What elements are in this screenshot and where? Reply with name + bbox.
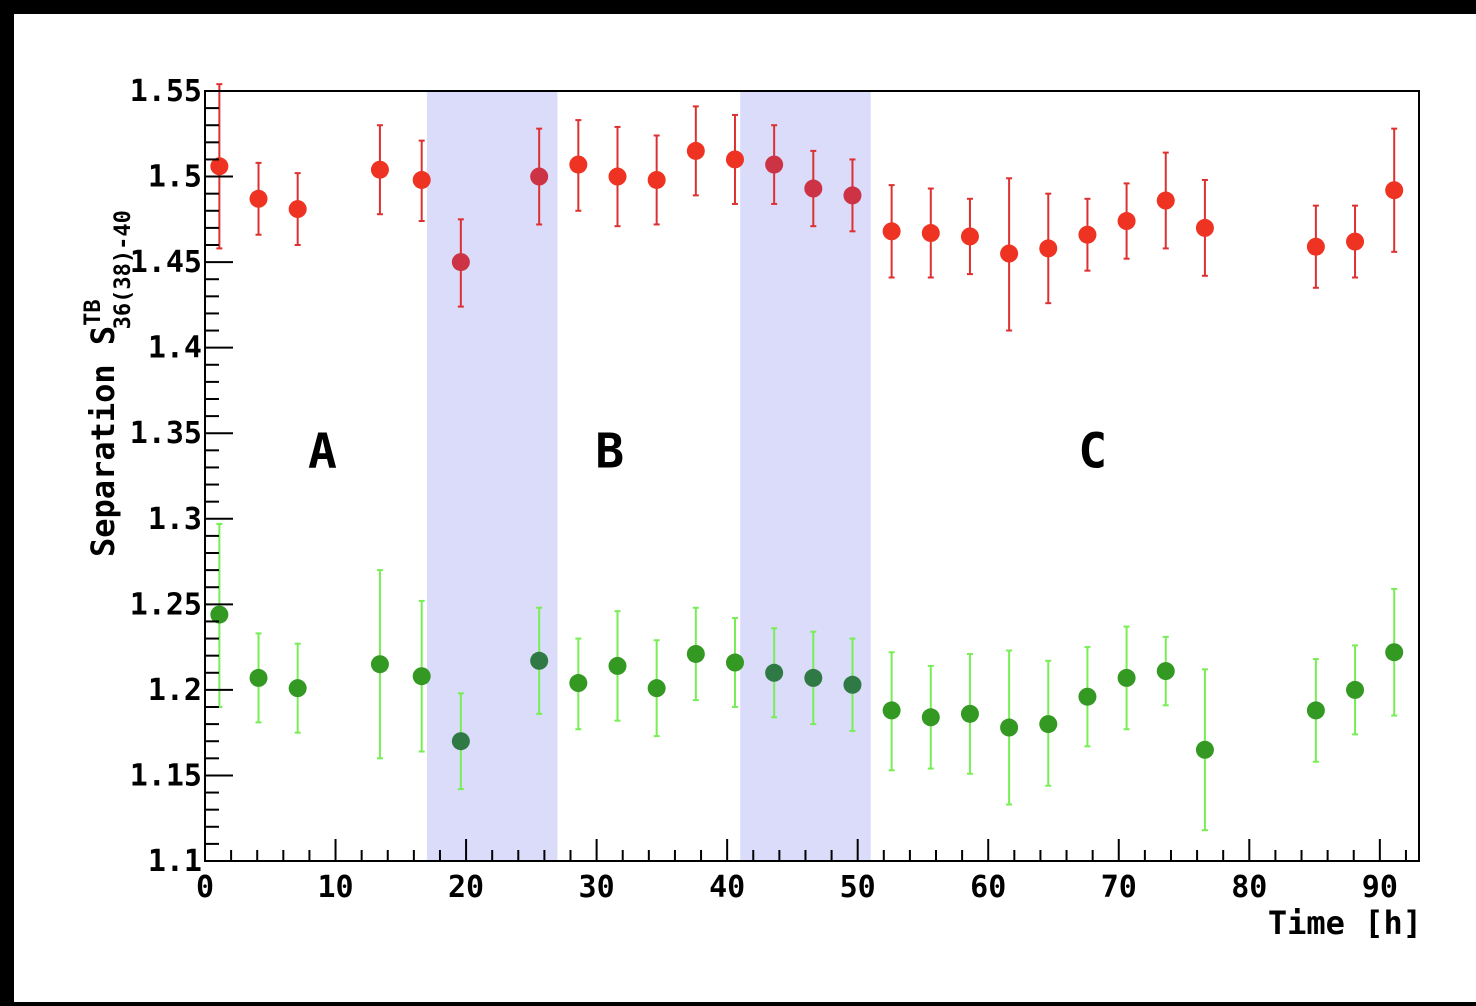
data-point-s2-17: [960, 704, 979, 723]
y-tick-label-1.1: 1.1: [148, 844, 202, 879]
x-tick-label-70: 70: [1101, 870, 1137, 905]
y-axis-label-subscript: 36(38)-40: [111, 210, 136, 329]
region-labels: A B C: [308, 423, 1107, 479]
data-point-s2-8: [608, 656, 627, 675]
x-axis-label: Time [h]: [1268, 904, 1422, 942]
data-point-s2-11: [725, 653, 744, 672]
data-point-s2-21: [1117, 668, 1136, 687]
data-point-s1-8: [608, 167, 627, 186]
data-point-s1-13: [804, 179, 823, 198]
plot-frame: [204, 90, 1420, 862]
data-point-s2-20: [1078, 687, 1097, 706]
y-tick-label-1.2: 1.2: [148, 673, 202, 708]
y-tick-label-1.4: 1.4: [148, 331, 202, 366]
data-point-s1-26: [1385, 181, 1404, 200]
x-tick-label-50: 50: [840, 870, 876, 905]
data-point-s2-22: [1156, 662, 1175, 681]
data-point-s2-25: [1346, 680, 1365, 699]
data-point-s2-6: [530, 651, 549, 670]
data-point-s1-22: [1156, 191, 1175, 210]
x-tick-label-0: 0: [196, 870, 214, 905]
data-point-s1-24: [1306, 237, 1325, 256]
y-tick-label-1.5: 1.5: [148, 160, 202, 195]
data-point-s2-4: [412, 667, 431, 686]
data-point-s1-4: [412, 170, 431, 189]
data-point-s1-11: [725, 150, 744, 169]
x-tick-label-10: 10: [317, 870, 353, 905]
y-tick-label-1.35: 1.35: [130, 416, 202, 451]
time-series-chart: A B C 0 10 20 30 40 50 60 70 80 90 1.1 1.15 1.2 1.25 1.3…: [81, 74, 1422, 942]
shaded-region-1: [426, 91, 558, 861]
data-point-s2-23: [1195, 740, 1214, 759]
data-markers: [210, 141, 1404, 759]
data-point-s1-5: [451, 253, 470, 272]
region-label-c: C: [1078, 423, 1107, 479]
x-tick-label-30: 30: [579, 870, 615, 905]
data-point-s1-6: [530, 167, 549, 186]
data-point-s2-10: [686, 644, 705, 663]
data-point-s1-16: [921, 224, 940, 243]
data-point-s1-25: [1346, 232, 1365, 251]
data-point-s2-18: [1000, 718, 1019, 737]
shaded-regions: [426, 91, 871, 861]
data-point-s2-1: [249, 668, 268, 687]
tick-labels: 0 10 20 30 40 50 60 70 80 90 1.1 1.15 1.2 1.25 1.3 1.35…: [130, 74, 1398, 905]
data-point-s2-16: [921, 708, 940, 727]
data-point-s1-7: [569, 155, 588, 174]
axes: [204, 90, 1420, 862]
y-axis-label-group: Separation STB 36(38)-40: [81, 210, 136, 557]
data-point-s2-12: [765, 663, 784, 682]
data-point-s1-10: [686, 141, 705, 160]
y-tick-label-1.15: 1.15: [130, 758, 202, 793]
data-point-s1-12: [765, 155, 784, 174]
data-point-s1-21: [1117, 212, 1136, 231]
data-point-s1-1: [249, 189, 268, 208]
data-point-s2-15: [882, 701, 901, 720]
data-point-s2-9: [647, 679, 666, 698]
x-tick-label-90: 90: [1362, 870, 1398, 905]
data-point-s2-14: [843, 675, 862, 694]
data-point-s2-24: [1306, 701, 1325, 720]
region-label-b: B: [595, 423, 624, 479]
data-point-s2-13: [804, 668, 823, 687]
x-tick-label-20: 20: [448, 870, 484, 905]
data-point-s2-5: [451, 732, 470, 751]
y-axis-label: Separation S: [84, 326, 122, 557]
data-point-s1-2: [288, 200, 307, 219]
data-point-s2-19: [1039, 715, 1058, 734]
y-tick-label-1.3: 1.3: [148, 502, 202, 537]
data-point-s1-9: [647, 170, 666, 189]
data-point-s1-17: [960, 227, 979, 246]
region-label-a: A: [308, 423, 337, 479]
data-point-s2-2: [288, 679, 307, 698]
data-point-s1-18: [1000, 244, 1019, 263]
x-tick-label-40: 40: [709, 870, 745, 905]
data-point-s2-3: [370, 655, 389, 674]
plot-canvas: A B C 0 10 20 30 40 50 60 70 80 90 1.1 1.15 1.2 1.25 1.3…: [14, 14, 1476, 1002]
data-point-s1-15: [882, 222, 901, 241]
x-tick-label-80: 80: [1231, 870, 1267, 905]
data-point-s1-23: [1195, 218, 1214, 237]
y-axis-label-superscript: TB: [81, 299, 106, 326]
data-point-s2-0: [210, 605, 229, 624]
y-tick-label-1.45: 1.45: [130, 245, 202, 280]
data-point-s2-26: [1385, 643, 1404, 662]
y-tick-label-1.25: 1.25: [130, 587, 202, 622]
data-point-s1-19: [1039, 239, 1058, 258]
x-tick-label-60: 60: [970, 870, 1006, 905]
data-point-s2-7: [569, 674, 588, 693]
shaded-region-2: [740, 91, 871, 861]
data-point-s1-20: [1078, 225, 1097, 244]
data-point-s1-14: [843, 186, 862, 205]
data-point-s1-0: [210, 157, 229, 176]
y-tick-label-1.55: 1.55: [130, 74, 202, 109]
data-point-s1-3: [370, 160, 389, 179]
